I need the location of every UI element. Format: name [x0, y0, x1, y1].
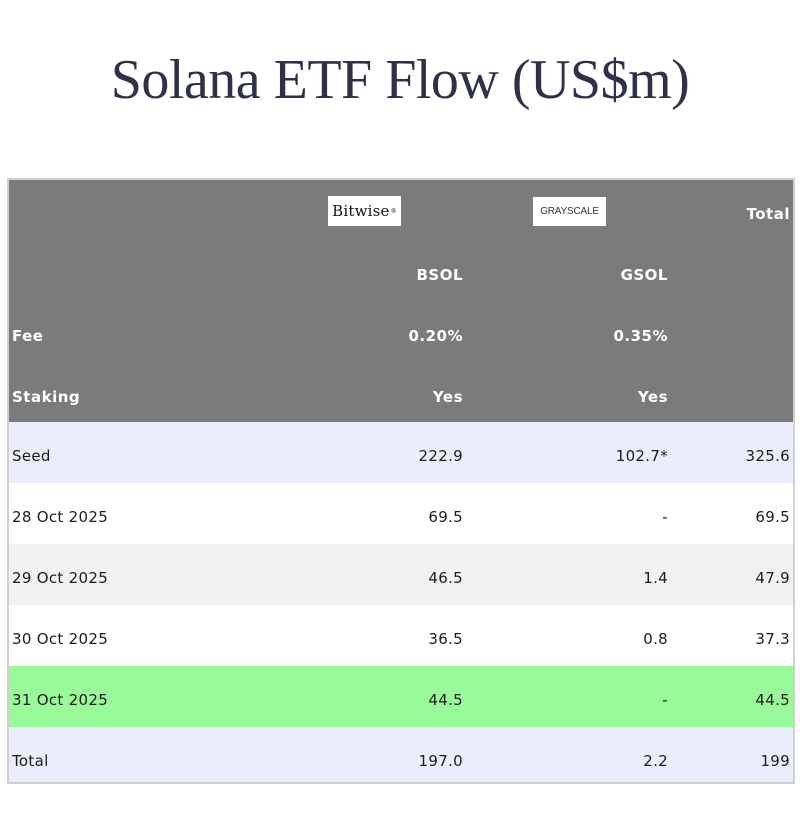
row-gsol: 102.7* — [615, 447, 668, 465]
row-total: 47.9 — [755, 569, 790, 587]
fee-bsol: 0.20% — [408, 327, 463, 345]
row-label: Total — [12, 752, 49, 770]
row-bsol: 44.5 — [428, 691, 463, 709]
staking-bsol: Yes — [432, 388, 463, 406]
table-row: 28 Oct 2025 69.5 - 69.5 — [9, 483, 793, 544]
grayscale-logo-text: GRAYSCALE — [540, 206, 599, 217]
table-row: 29 Oct 2025 46.5 1.4 47.9 — [9, 544, 793, 605]
row-total: 37.3 — [755, 630, 790, 648]
bitwise-logo-text: Bitwise — [332, 202, 390, 220]
fee-gsol: 0.35% — [613, 327, 668, 345]
row-gsol: 1.4 — [643, 569, 668, 587]
table-row: Seed 222.9 102.7* 325.6 — [9, 422, 793, 483]
staking-gsol: Yes — [637, 388, 668, 406]
row-label: Seed — [12, 447, 51, 465]
bitwise-logo: Bitwise ® — [328, 196, 401, 226]
row-total: 44.5 — [755, 691, 790, 709]
row-bsol: 46.5 — [428, 569, 463, 587]
grayscale-logo: GRAYSCALE — [533, 197, 606, 226]
row-bsol: 197.0 — [418, 752, 463, 770]
row-bsol: 222.9 — [418, 447, 463, 465]
table-row: Total 197.0 2.2 199 — [9, 727, 793, 782]
registered-mark-icon: ® — [390, 207, 397, 215]
fee-label: Fee — [12, 327, 44, 345]
staking-label: Staking — [12, 388, 81, 406]
row-total: 69.5 — [755, 508, 790, 526]
row-total: 199 — [760, 752, 790, 770]
row-gsol: 2.2 — [643, 752, 668, 770]
header-ticker-gsol: GSOL — [620, 266, 668, 284]
row-label: 28 Oct 2025 — [12, 508, 109, 526]
header-ticker-bsol: BSOL — [416, 266, 463, 284]
row-label: 30 Oct 2025 — [12, 630, 109, 648]
table-header: Bitwise ® GRAYSCALE Total BSOL GSOL Fee 0… — [9, 180, 793, 422]
table-row: 31 Oct 2025 44.5 - 44.5 — [9, 666, 793, 727]
etf-flow-table: Bitwise ® GRAYSCALE Total BSOL GSOL Fee 0… — [7, 178, 795, 784]
row-bsol: 36.5 — [428, 630, 463, 648]
page-title: Solana ETF Flow (US$m) — [110, 49, 690, 111]
row-gsol: 0.8 — [643, 630, 668, 648]
row-total: 325.6 — [745, 447, 790, 465]
table-row: 30 Oct 2025 36.5 0.8 37.3 — [9, 605, 793, 666]
row-label: 29 Oct 2025 — [12, 569, 109, 587]
header-total: Total — [746, 205, 790, 223]
row-bsol: 69.5 — [428, 508, 463, 526]
row-gsol: - — [662, 508, 668, 526]
row-label: 31 Oct 2025 — [12, 691, 109, 709]
row-gsol: - — [662, 691, 668, 709]
